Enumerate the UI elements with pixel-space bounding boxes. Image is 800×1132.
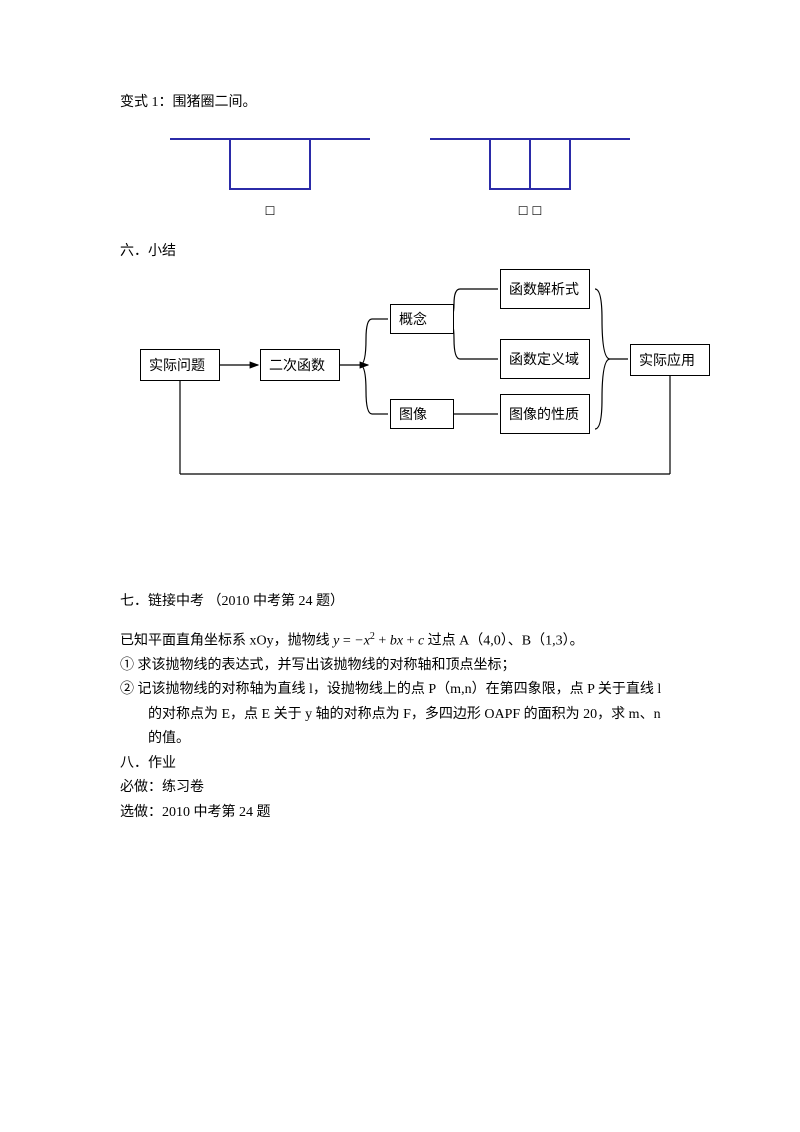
variant-title: 变式 1：围猪圈二间。 <box>120 90 690 117</box>
sec7-item2b: 的对称点为 E，点 E 关于 y 轴的对称点为 F，多四边形 OAPF 的面积为… <box>120 703 690 728</box>
sec8-opt: 选做：2010 中考第 24 题 <box>120 801 690 826</box>
pen-double-caption: ☐ ☐ <box>430 204 630 219</box>
sec7-item2c: 的值。 <box>120 727 690 752</box>
summary-heading: 六．小结 <box>120 239 690 266</box>
pen-double: ☐ ☐ <box>430 137 630 219</box>
node-fdom: 函数定义域 <box>500 339 590 379</box>
node-concept: 概念 <box>390 304 454 334</box>
summary-flowchart: 实际问题 二次函数 概念 图像 函数解析式 函数定义域 图像的性质 实际应用 <box>120 269 690 509</box>
node-realq: 实际问题 <box>140 349 220 381</box>
pen-single-svg <box>170 137 370 193</box>
pen-double-svg <box>430 137 630 193</box>
sec7-item1: ① 求该抛物线的表达式，并写出该抛物线的对称轴和顶点坐标； <box>120 654 690 679</box>
pen-diagrams: ☐ ☐ ☐ <box>170 137 690 219</box>
sec7-heading: 七．链接中考 （2010 中考第 24 题） <box>120 589 690 616</box>
node-apply: 实际应用 <box>630 344 710 376</box>
pen-single: ☐ <box>170 137 370 219</box>
pen-single-caption: ☐ <box>170 204 370 219</box>
node-gprop: 图像的性质 <box>500 394 590 434</box>
sec7-item2a: ② 记该抛物线的对称轴为直线 l，设抛物线上的点 P（m,n）在第四象限，点 P… <box>120 678 690 703</box>
node-quad: 二次函数 <box>260 349 340 381</box>
sec8-heading: 八．作业 <box>120 752 690 777</box>
sec7-intro: 已知平面直角坐标系 xOy，抛物线 y = −x2 + bx + c 过点 A（… <box>120 628 690 654</box>
sec8-req: 必做：练习卷 <box>120 776 690 801</box>
node-graph: 图像 <box>390 399 454 429</box>
node-fexpr: 函数解析式 <box>500 269 590 309</box>
